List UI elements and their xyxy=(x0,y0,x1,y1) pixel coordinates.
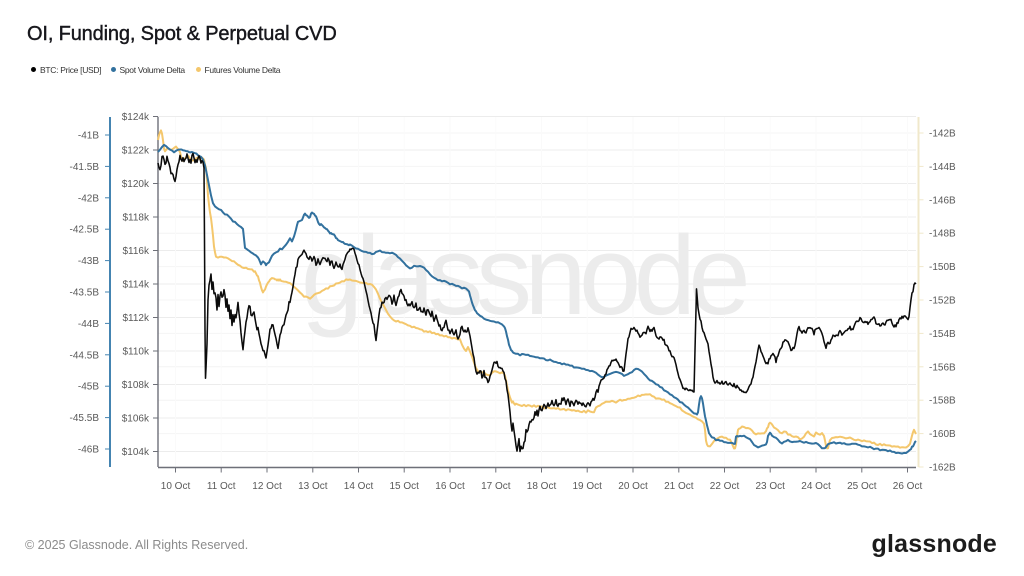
svg-text:-142B: -142B xyxy=(929,129,956,140)
svg-text:-42B: -42B xyxy=(78,193,99,204)
svg-text:-154B: -154B xyxy=(929,329,956,340)
svg-text:19 Oct: 19 Oct xyxy=(572,481,602,492)
svg-text:-146B: -146B xyxy=(929,195,956,206)
svg-text:14 Oct: 14 Oct xyxy=(344,481,374,492)
svg-text:10 Oct: 10 Oct xyxy=(161,481,191,492)
svg-text:-45B: -45B xyxy=(78,382,99,393)
svg-text:18 Oct: 18 Oct xyxy=(527,481,557,492)
svg-text:-42.5B: -42.5B xyxy=(70,225,100,236)
svg-text:-44B: -44B xyxy=(78,319,99,330)
svg-text:24 Oct: 24 Oct xyxy=(801,481,831,492)
svg-text:$120k: $120k xyxy=(122,179,150,190)
svg-text:16 Oct: 16 Oct xyxy=(435,481,465,492)
svg-text:-41.5B: -41.5B xyxy=(70,162,100,173)
svg-text:-148B: -148B xyxy=(929,229,956,240)
svg-text:-46B: -46B xyxy=(78,445,99,456)
svg-text:-162B: -162B xyxy=(929,463,956,474)
svg-text:$122k: $122k xyxy=(122,146,150,157)
svg-text:21 Oct: 21 Oct xyxy=(664,481,694,492)
svg-text:26 Oct: 26 Oct xyxy=(893,481,923,492)
svg-text:25 Oct: 25 Oct xyxy=(847,481,877,492)
svg-text:-45.5B: -45.5B xyxy=(70,413,100,424)
svg-text:12 Oct: 12 Oct xyxy=(252,481,282,492)
svg-text:-44.5B: -44.5B xyxy=(70,350,100,361)
svg-text:-144B: -144B xyxy=(929,162,956,173)
svg-text:-43B: -43B xyxy=(78,256,99,267)
svg-text:-43.5B: -43.5B xyxy=(70,288,100,299)
svg-text:-41B: -41B xyxy=(78,131,99,142)
svg-text:$110k: $110k xyxy=(122,347,150,358)
svg-text:11 Oct: 11 Oct xyxy=(207,481,236,492)
svg-text:$116k: $116k xyxy=(122,246,150,257)
svg-text:$124k: $124k xyxy=(122,112,150,123)
svg-text:-150B: -150B xyxy=(929,262,956,273)
svg-text:$106k: $106k xyxy=(122,414,150,425)
svg-text:20 Oct: 20 Oct xyxy=(618,481,648,492)
svg-text:-156B: -156B xyxy=(929,362,956,373)
svg-text:$118k: $118k xyxy=(122,213,150,224)
svg-text:$112k: $112k xyxy=(122,313,150,324)
svg-text:17 Oct: 17 Oct xyxy=(481,481,511,492)
svg-text:$108k: $108k xyxy=(122,380,150,391)
svg-text:-158B: -158B xyxy=(929,396,956,407)
svg-text:22 Oct: 22 Oct xyxy=(710,481,740,492)
svg-text:-152B: -152B xyxy=(929,296,956,307)
svg-text:15 Oct: 15 Oct xyxy=(389,481,419,492)
svg-text:$104k: $104k xyxy=(122,447,150,458)
svg-text:23 Oct: 23 Oct xyxy=(755,481,785,492)
svg-text:glassnode: glassnode xyxy=(301,213,747,338)
svg-text:$114k: $114k xyxy=(122,280,150,291)
svg-text:-160B: -160B xyxy=(929,429,956,440)
svg-text:13 Oct: 13 Oct xyxy=(298,481,328,492)
